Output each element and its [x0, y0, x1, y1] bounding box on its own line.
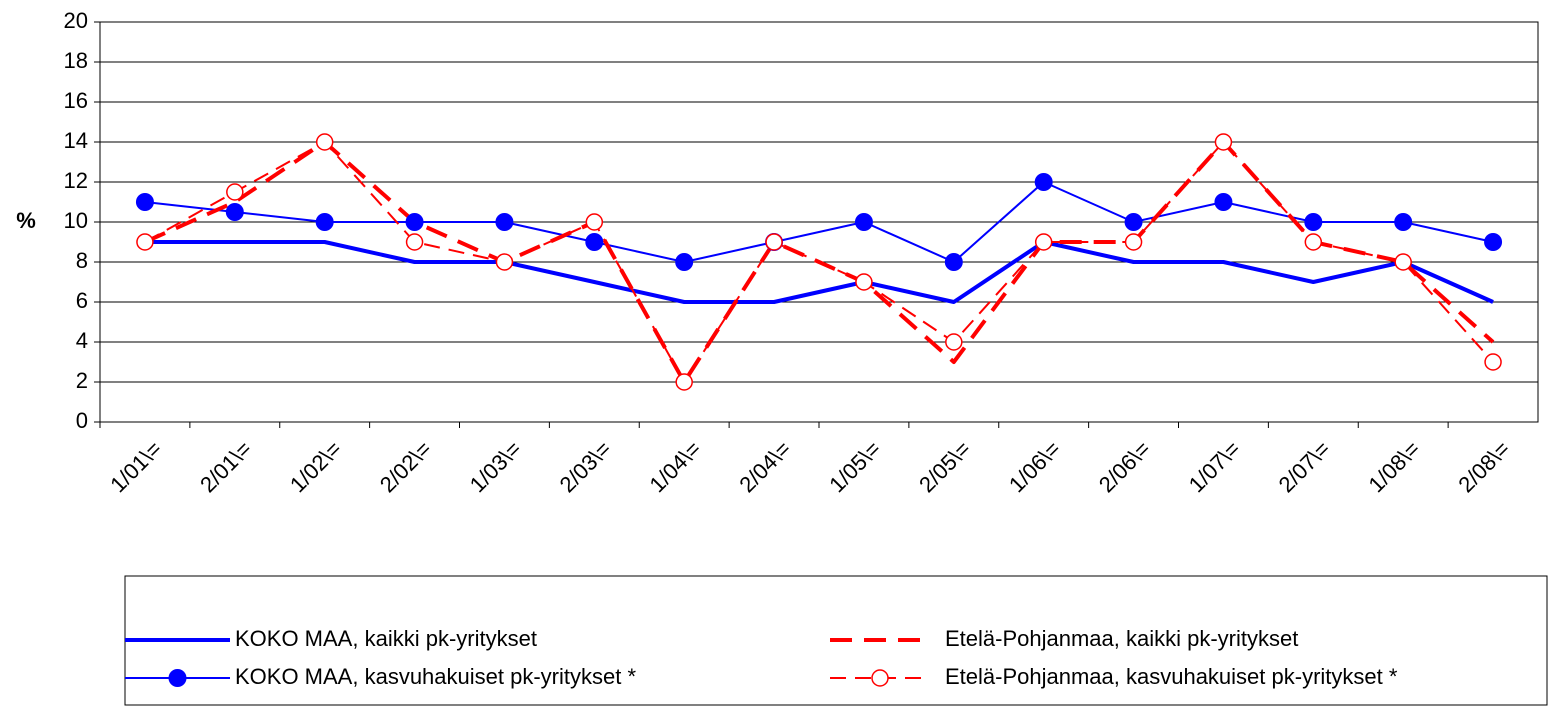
y-tick-label: 12 [64, 168, 88, 193]
y-tick-label: 2 [76, 368, 88, 393]
legend-label: Etelä-Pohjanmaa, kasvuhakuiset pk-yrityk… [945, 664, 1398, 689]
x-tick-label: 1/02\= [285, 436, 346, 497]
y-tick-label: 4 [76, 328, 88, 353]
marker [765, 233, 783, 251]
y-tick-label: 0 [76, 408, 88, 433]
x-tick-label: 2/04\= [734, 436, 795, 497]
series-line [144, 141, 1494, 383]
x-tick-label: 2/01\= [195, 436, 256, 497]
x-tick-label: 1/01\= [105, 436, 166, 497]
x-tick-label: 1/05\= [824, 436, 885, 497]
marker [1304, 233, 1323, 251]
series-line [144, 240, 1494, 304]
marker [1124, 233, 1143, 251]
legend-marker [168, 669, 187, 687]
marker [135, 193, 154, 211]
x-tick-label: 1/08\= [1363, 436, 1424, 497]
y-tick-label: 10 [64, 208, 88, 233]
legend-marker [871, 669, 889, 687]
marker [1394, 213, 1413, 231]
marker [1124, 213, 1143, 231]
y-tick-label: 16 [64, 88, 88, 113]
marker [585, 233, 604, 251]
marker [315, 133, 334, 151]
x-tick-label: 2/08\= [1453, 436, 1514, 497]
y-tick-label: 8 [76, 248, 88, 273]
marker [1484, 353, 1502, 371]
marker [1034, 233, 1053, 251]
legend-label: Etelä-Pohjanmaa, kaikki pk-yritykset [945, 626, 1298, 651]
y-tick-label: 20 [64, 8, 88, 33]
y-axis-label: % [16, 208, 36, 233]
marker [495, 253, 514, 271]
marker [1304, 213, 1323, 231]
marker [1484, 233, 1503, 251]
marker [405, 213, 424, 231]
x-tick-label: 2/03\= [555, 436, 616, 497]
marker [1214, 133, 1233, 151]
series-line [144, 181, 1494, 263]
marker [225, 203, 244, 221]
y-tick-label: 14 [64, 128, 88, 153]
marker [1394, 253, 1412, 271]
y-tick-label: 18 [64, 48, 88, 73]
marker [136, 233, 154, 251]
x-tick-label: 2/07\= [1274, 436, 1335, 497]
legend-label: KOKO MAA, kasvuhakuiset pk-yritykset * [235, 664, 636, 689]
marker [945, 333, 963, 351]
marker [585, 213, 604, 231]
marker [855, 273, 873, 291]
marker [405, 233, 424, 251]
x-tick-label: 2/02\= [375, 436, 436, 497]
marker [675, 253, 694, 271]
legend-label: KOKO MAA, kaikki pk-yritykset [235, 626, 537, 651]
y-tick-label: 6 [76, 288, 88, 313]
marker [944, 253, 963, 271]
x-tick-label: 1/04\= [644, 436, 705, 497]
marker [495, 213, 514, 231]
x-tick-label: 1/06\= [1004, 436, 1065, 497]
x-tick-label: 1/03\= [465, 436, 526, 497]
marker [1034, 173, 1053, 191]
marker [854, 213, 873, 231]
x-tick-label: 2/05\= [914, 436, 975, 497]
marker [1214, 193, 1233, 211]
marker [226, 183, 244, 201]
x-tick-label: 2/06\= [1094, 436, 1155, 497]
marker [675, 373, 693, 391]
x-tick-label: 1/07\= [1184, 436, 1245, 497]
marker [315, 213, 334, 231]
